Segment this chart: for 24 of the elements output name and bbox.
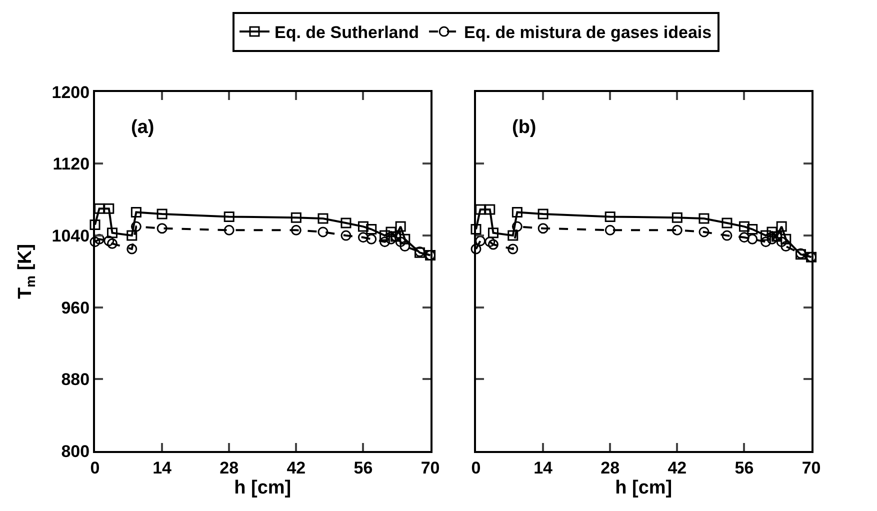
x-tick-label: 0: [471, 458, 481, 478]
y-tick-label: 1120: [52, 154, 90, 174]
x-tick-label: 56: [734, 458, 754, 478]
x-tick-label: 28: [600, 458, 620, 478]
x-tick-label: 14: [152, 458, 172, 478]
x-tick-label: 42: [668, 458, 687, 478]
x-tick-label: 14: [534, 458, 554, 478]
x-tick-label: 28: [220, 458, 239, 478]
annotation: (a): [131, 117, 154, 138]
y-tick-label: 880: [61, 370, 90, 390]
x-tick-label: 70: [420, 458, 440, 478]
y-tick-label: 1200: [52, 82, 90, 102]
legend-label: Eq. de mistura de gases ideais: [464, 23, 712, 42]
x-tick-label: 56: [354, 458, 373, 478]
x-tick-label: 42: [286, 458, 306, 478]
y-tick-label: 1040: [52, 226, 90, 246]
x-tick-label: 0: [90, 458, 100, 478]
y-tick-label: 960: [61, 298, 90, 318]
x-axis-title: h [cm]: [615, 477, 672, 498]
legend-label: Eq. de Sutherland: [274, 23, 420, 42]
x-tick-label: 70: [802, 458, 821, 478]
annotation: (b): [512, 117, 536, 138]
y-tick-label: 800: [61, 442, 90, 461]
x-axis-title: h [cm]: [234, 477, 292, 498]
